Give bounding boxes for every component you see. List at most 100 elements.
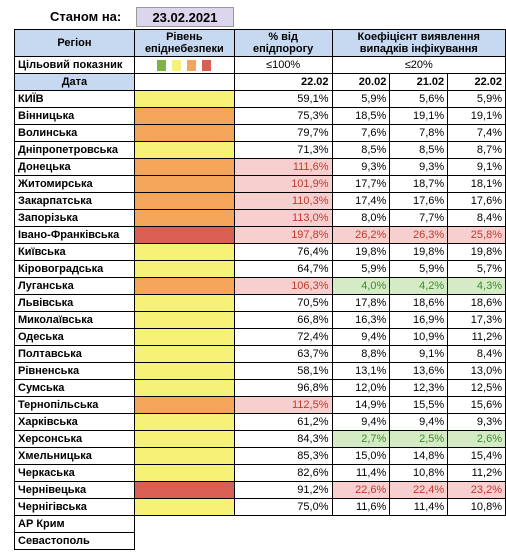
detection-value-3 xyxy=(448,533,506,550)
risk-level-cell xyxy=(133,192,235,210)
region-name: Київська xyxy=(14,243,135,261)
bed-load-value: 85,3% xyxy=(233,447,333,465)
detection-value-3: 11,2% xyxy=(447,464,506,482)
detection-value-3: 8,4% xyxy=(447,209,506,227)
detection-value-3: 17,3% xyxy=(447,311,506,329)
bed-load-value: 64,7% xyxy=(233,260,333,278)
region-name: Івано-Франківська xyxy=(14,226,135,244)
detection-value-2: 8,5% xyxy=(389,141,449,159)
risk-level-cell xyxy=(133,515,235,533)
detection-value-3: 15,4% xyxy=(447,447,506,465)
region-name: Волинська xyxy=(14,124,135,142)
bed-load-value: 58,1% xyxy=(233,362,333,380)
risk-level-cell xyxy=(133,379,235,397)
header-region: Регіон xyxy=(14,29,135,57)
detection-value-1: 7,6% xyxy=(331,124,391,142)
bed-load-value: 71,3% xyxy=(233,141,333,159)
detection-value-1: 12,0% xyxy=(331,379,391,397)
detection-value-3: 2,6% xyxy=(447,430,506,448)
table-row: Вінницька 75,3% 18,5% 19,1% 19,1% xyxy=(14,107,506,125)
risk-level-cell xyxy=(133,430,235,448)
as-of-date: 23.02.2021 xyxy=(136,7,234,27)
detection-value-2: 12,3% xyxy=(389,379,449,397)
risk-level-cell xyxy=(133,141,235,159)
bed-load-value xyxy=(234,533,332,550)
risk-level-cell xyxy=(133,90,235,108)
risk-level-cell xyxy=(133,226,235,244)
risk-level-cell xyxy=(133,481,235,499)
detection-value-2: 19,8% xyxy=(389,243,449,261)
detection-value-1: 2,7% xyxy=(331,430,391,448)
table-row: Чернігівська 75,0% 11,6% 11,4% 10,8% xyxy=(14,498,506,516)
detection-value-2: 16,9% xyxy=(389,311,449,329)
bed-load-value: 59,1% xyxy=(233,90,333,108)
table-row: Чернівецька 91,2% 22,6% 22,4% 23,2% xyxy=(14,481,506,499)
region-name: Миколаївська xyxy=(14,311,135,329)
detection-value-3: 18,1% xyxy=(447,175,506,193)
region-name: Вінницька xyxy=(14,107,135,125)
bed-load-value xyxy=(234,516,332,533)
table-row: Кіровоградська 64,7% 5,9% 5,9% 5,7% xyxy=(14,260,506,278)
region-name: Хмельницька xyxy=(14,447,135,465)
detection-value-1: 4,0% xyxy=(331,277,391,295)
detection-value-1: 13,1% xyxy=(331,362,391,380)
detection-value-2: 9,1% xyxy=(389,345,449,363)
detection-value-3: 23,2% xyxy=(447,481,506,499)
detection-value-2: 2,5% xyxy=(389,430,449,448)
detection-value-3: 9,1% xyxy=(447,158,506,176)
risk-level-cell xyxy=(133,175,235,193)
detection-value-3: 8,7% xyxy=(447,141,506,159)
detection-value-1: 5,9% xyxy=(331,260,391,278)
region-name: Закарпатська xyxy=(14,192,135,210)
detection-value-1: 15,0% xyxy=(331,447,391,465)
detection-value-2: 22,4% xyxy=(389,481,449,499)
detection-value-2: 7,8% xyxy=(389,124,449,142)
region-name: Сумська xyxy=(14,379,135,397)
region-name: Чернігівська xyxy=(14,498,135,516)
region-name: КИЇВ xyxy=(14,90,135,108)
table-row: КИЇВ 59,1% 5,9% 5,6% 5,9% xyxy=(14,90,506,108)
table-row: Хмельницька 85,3% 15,0% 14,8% 15,4% xyxy=(14,447,506,465)
header-risk-level: Рівень епіднебезпеки xyxy=(133,29,235,57)
table-row: Волинська 79,7% 7,6% 7,8% 7,4% xyxy=(14,124,506,142)
risk-level-cell xyxy=(133,107,235,125)
bed-load-value: 79,7% xyxy=(233,124,333,142)
detection-value-2: 15,5% xyxy=(389,396,449,414)
region-name: Херсонська xyxy=(14,430,135,448)
region-name: Дніпропетровська xyxy=(14,141,135,159)
detection-value-3: 10,8% xyxy=(447,498,506,516)
detection-value-1 xyxy=(332,533,390,550)
table-row: Львівська 70,5% 17,8% 18,6% 18,6% xyxy=(14,294,506,312)
detection-value-2: 19,1% xyxy=(389,107,449,125)
detection-value-2: 7,7% xyxy=(389,209,449,227)
detection-value-1: 22,6% xyxy=(331,481,391,499)
swatch-green xyxy=(157,59,167,71)
detection-value-1: 17,7% xyxy=(331,175,391,193)
as-of-bar: Станом на: 23.02.2021 xyxy=(0,7,506,28)
detection-value-1: 14,9% xyxy=(331,396,391,414)
risk-level-cell xyxy=(133,243,235,261)
table-row: Харківська 61,2% 9,4% 9,4% 9,3% xyxy=(14,413,506,431)
risk-level-cell xyxy=(133,498,235,516)
date-blank xyxy=(133,73,235,91)
bed-load-value: 112,5% xyxy=(233,396,333,414)
regions-table: Регіон Рівень епіднебезпеки % від епідпо… xyxy=(14,29,506,550)
risk-level-cell xyxy=(133,328,235,346)
detection-value-1: 9,3% xyxy=(331,158,391,176)
risk-level-cell xyxy=(133,464,235,482)
swatch-yellow xyxy=(172,59,182,71)
detection-value-2: 5,6% xyxy=(389,90,449,108)
detection-value-1: 8,0% xyxy=(331,209,391,227)
bed-load-date: 22.02 xyxy=(233,73,333,91)
detection-value-3: 8,4% xyxy=(447,345,506,363)
table-row: Полтавська 63,7% 8,8% 9,1% 8,4% xyxy=(14,345,506,363)
date-label: Дата xyxy=(14,73,135,91)
region-name: Севастополь xyxy=(14,532,135,550)
table-row: Одеська 72,4% 9,4% 10,9% 11,2% xyxy=(14,328,506,346)
region-name: Харківська xyxy=(14,413,135,431)
detection-value-1: 8,5% xyxy=(331,141,391,159)
bed-load-value: 75,0% xyxy=(233,498,333,516)
detection-date-1: 20.02 xyxy=(331,73,391,91)
region-name: Чернівецька xyxy=(14,481,135,499)
